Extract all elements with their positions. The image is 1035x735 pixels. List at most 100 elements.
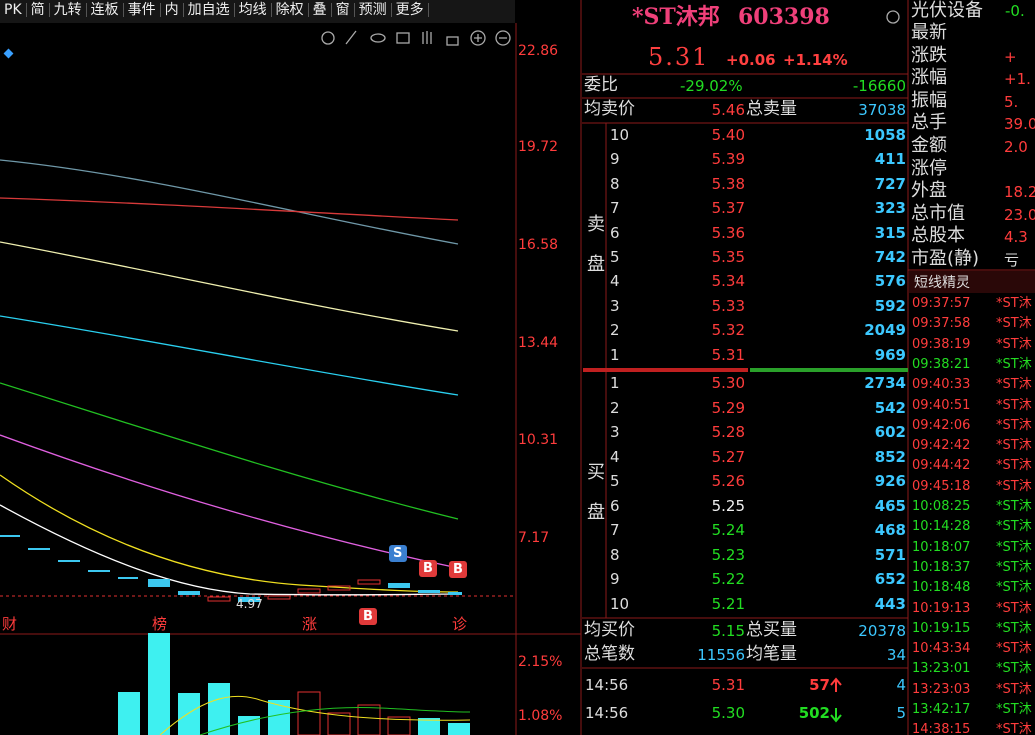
sprite-stock: *ST沐 [996,316,1032,332]
sprite-time: 09:44:42 [912,458,971,474]
trade-volume: 57 [809,676,830,694]
volume: 571 [874,545,906,564]
total-sell-value: 37038 [858,101,906,119]
volume: 2049 [864,321,906,340]
sprite-time: 10:18:07 [912,539,971,555]
sprite-stock: *ST沐 [996,478,1032,494]
toolbar-button[interactable]: 预测 [355,3,392,17]
toolbar-button[interactable]: 均线 [235,3,272,17]
price: 5.38 [711,174,745,193]
sprite-time: 09:37:58 [912,316,971,332]
stat-label: 振幅 [911,89,947,111]
sprite-stock: *ST沐 [996,559,1032,575]
sprite-time: 14:38:15 [912,722,971,735]
avg-volume-label: 均笔量 [746,644,797,664]
price: 5.40 [711,126,745,144]
volume: 465 [874,496,906,515]
price: 5.27 [711,447,745,466]
price: 5.39 [711,150,745,169]
price: 5.25 [711,496,745,515]
stat-value: 亏 [1004,251,1020,269]
price: 5.21 [711,594,745,613]
price: 5.34 [711,272,745,291]
low-price-label: 4.97 [236,597,263,611]
sprite-stock: *ST沐 [996,336,1032,352]
toolbar-button[interactable]: 加自选 [184,3,235,17]
level: 8 [610,174,620,193]
toolbar-button[interactable]: 更多 [392,3,429,17]
toolbar-button[interactable]: 简 [27,3,50,17]
trade-price: 5.31 [711,676,745,694]
volume-axis-label: 2.15% [518,654,563,670]
stat-label: 涨幅 [911,67,947,89]
volume: 602 [874,423,906,441]
toolbar-button[interactable]: 叠 [309,3,332,17]
price: 5.29 [711,398,745,417]
price: 5.33 [711,296,745,315]
stock-name: *ST沐邦 [632,4,720,30]
stat-value: + [1004,47,1017,66]
diamond [3,48,14,59]
total-buy-label: 总买量 [746,620,797,640]
stat-label: 总市值 [911,202,965,224]
stat-value: 39.0 [1004,115,1035,134]
price: 5.26 [711,472,745,490]
toolbar: PK 简九转 连板 事件内加自选 均线 除权叠窗预测 更多 [0,3,429,17]
sprite-time: 09:42:42 [912,438,971,454]
price: 5.30 [711,374,745,392]
sprite-time: 09:38:19 [912,336,971,352]
avg-volume: 34 [886,646,906,664]
trade-volume: 502 [798,704,830,722]
sprite-stock: *ST沐 [996,417,1032,433]
level: 8 [610,545,620,564]
level: 1 [610,374,620,392]
sprite-time: 10:19:15 [912,620,971,636]
level: 4 [610,272,620,291]
event-label: 财 [2,615,18,633]
marker-bg [359,608,377,625]
event-label: 榜 [152,615,168,633]
price-axis-label: 7.17 [518,530,550,546]
stock-code: 603398 [738,4,830,30]
toolbar-button[interactable]: 除权 [272,3,309,17]
sprite-stock: *ST沐 [996,397,1032,413]
sprite-stock: *ST沐 [996,580,1032,596]
volume-axis-label: 1.08% [518,708,563,724]
level: 6 [610,496,620,515]
sprite-stock: *ST沐 [996,681,1032,697]
sprite-time: 13:23:01 [912,661,971,677]
volume: 323 [874,199,906,218]
level: 6 [610,223,620,242]
stat-value: +1. [1004,70,1031,89]
stat-label: 外盘 [911,180,947,202]
stat-label: 金额 [911,135,947,156]
volume: 2734 [864,374,906,392]
level: 2 [610,321,620,340]
marker-bg [389,545,407,562]
sprite-time: 10:18:37 [912,559,971,575]
stat-value: 18.2 [1004,183,1035,202]
toolbar-button[interactable]: 事件 [124,3,161,17]
toolbar-button[interactable]: 连板 [87,3,124,17]
volume: 576 [874,272,906,291]
volume: 742 [874,248,906,266]
volume: 542 [874,398,906,417]
sprite-time: 10:08:25 [912,499,971,514]
level: 5 [610,248,620,266]
total-buy-value: 20378 [858,622,906,640]
signal-marker: B [453,562,463,577]
stat-value: 23.0 [1004,205,1035,224]
toolbar-button[interactable]: 内 [161,3,184,17]
sprite-time: 10:43:34 [912,641,971,657]
bid-bar [750,368,908,372]
toolbar-button[interactable]: PK [0,3,27,17]
toolbar-button[interactable]: 九转 [50,3,87,17]
trade-price: 5.30 [711,704,745,722]
avg-sell-label: 均卖价 [584,99,635,119]
price: 5.31 [711,345,745,364]
trade-extra: 5 [896,704,906,722]
price-axis-label: 16.58 [518,237,559,253]
sprite-stock: *ST沐 [996,438,1032,454]
toolbar-button[interactable]: 窗 [332,3,355,17]
